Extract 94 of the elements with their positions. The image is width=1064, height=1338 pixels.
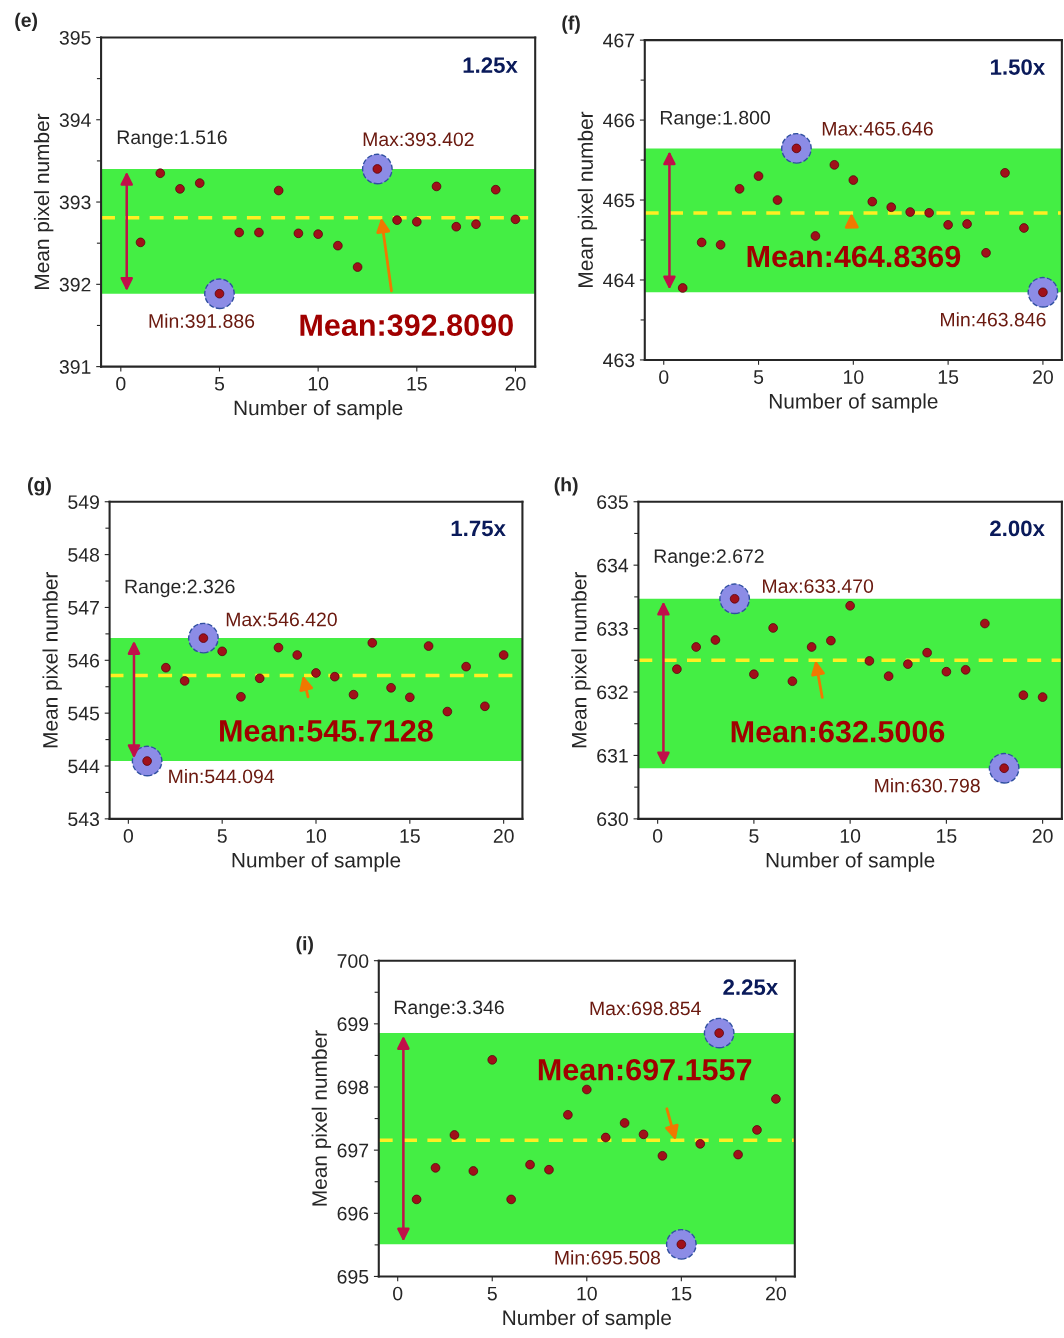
- x-axis-title: Number of sample: [503, 1309, 671, 1330]
- x-tick-label: 10: [577, 1286, 597, 1301]
- x-tick-label: 0: [393, 1286, 403, 1301]
- annotation: Range:3.346: [394, 1000, 504, 1019]
- y-tick-label: 698: [337, 1080, 369, 1095]
- annotation: Max:546.420: [226, 612, 337, 627]
- annotation: Mean:632.5006: [731, 720, 945, 743]
- annotation: Min:391.886: [149, 313, 255, 328]
- annotation: Max:633.470: [763, 579, 874, 593]
- annotation: Min:544.094: [169, 768, 275, 784]
- x-tick-label: 5: [753, 370, 764, 384]
- annotation: 1.50x: [990, 59, 1046, 75]
- y-tick-label: 465: [603, 193, 635, 208]
- y-tick-label: 696: [337, 1206, 369, 1221]
- y-tick-label: 391: [59, 360, 91, 374]
- chart-title: (i): [296, 936, 313, 955]
- y-tick-label: 395: [59, 30, 91, 45]
- annotation: Range:1.516: [117, 130, 227, 149]
- x-tick-label: 5: [749, 829, 759, 843]
- y-tick-label: 545: [68, 706, 100, 721]
- x-axis-title: Number of sample: [766, 852, 935, 872]
- x-tick-label: 5: [487, 1286, 497, 1301]
- y-tick-label: 393: [59, 195, 91, 210]
- annotation: 2.25x: [723, 979, 779, 996]
- y-tick-label: 700: [337, 954, 369, 968]
- x-tick-label: 0: [659, 370, 669, 384]
- y-tick-label: 699: [337, 1017, 369, 1032]
- annotation: Range:1.800: [660, 110, 770, 129]
- y-tick-label: 630: [597, 812, 628, 827]
- x-tick-label: 15: [938, 370, 959, 384]
- annotation: 2.00x: [990, 520, 1045, 537]
- x-axis-title: Number of sample: [769, 393, 938, 413]
- x-tick-label: 15: [672, 1286, 692, 1301]
- y-axis-title: Mean pixel number: [33, 113, 54, 289]
- x-tick-label: 5: [217, 829, 227, 843]
- y-axis-title: Mean pixel number: [42, 572, 62, 748]
- chart-title: (f): [562, 15, 580, 34]
- annotation: 1.25x: [463, 57, 518, 74]
- x-tick-label: 10: [844, 370, 864, 384]
- annotation: Range:2.672: [654, 549, 764, 567]
- x-tick-label: 20: [1032, 829, 1053, 843]
- y-axis-title: Mean pixel number: [311, 1030, 332, 1206]
- x-axis-title: Number of sample: [234, 400, 403, 420]
- chart-title: (g): [27, 477, 51, 496]
- y-tick-label: 631: [597, 748, 628, 763]
- x-tick-label: 20: [493, 829, 514, 843]
- y-tick-label: 547: [68, 601, 99, 615]
- y-tick-label: 466: [603, 113, 635, 128]
- y-tick-label: 697: [337, 1143, 369, 1158]
- annotation: Min:695.508: [555, 1250, 661, 1265]
- y-tick-label: 544: [68, 759, 100, 774]
- y-tick-label: 543: [68, 812, 100, 827]
- y-tick-label: 394: [59, 113, 91, 127]
- annotation: Range:2.326: [125, 579, 235, 598]
- annotation: 1.75x: [451, 520, 506, 537]
- y-tick-label: 635: [597, 495, 628, 509]
- x-tick-label: 10: [308, 376, 329, 391]
- x-tick-label: 15: [937, 829, 957, 843]
- annotation: Mean:545.7128: [220, 720, 433, 742]
- x-axis-title: Number of sample: [232, 852, 401, 872]
- x-tick-label: 0: [653, 829, 663, 843]
- y-tick-label: 467: [603, 33, 635, 48]
- x-tick-label: 0: [123, 829, 133, 843]
- y-tick-label: 632: [597, 685, 628, 700]
- y-tick-label: 463: [603, 353, 635, 368]
- y-tick-label: 549: [68, 495, 99, 509]
- annotation: Min:463.846: [941, 312, 1046, 327]
- chart-title: (e): [15, 12, 38, 31]
- y-axis-title: Mean pixel number: [577, 111, 598, 287]
- annotation: Mean:464.8369: [747, 245, 961, 268]
- y-tick-label: 546: [68, 653, 100, 668]
- x-tick-label: 20: [1033, 370, 1053, 384]
- annotation: Min:630.798: [875, 778, 980, 793]
- annotation: Max:698.854: [590, 1001, 701, 1016]
- annotation: Max:393.402: [363, 132, 474, 147]
- y-tick-label: 464: [603, 273, 635, 288]
- x-tick-label: 5: [214, 377, 225, 391]
- annotation: Mean:697.1557: [538, 1058, 752, 1081]
- x-tick-label: 20: [505, 376, 526, 391]
- x-tick-label: 10: [840, 829, 861, 843]
- annotation: Max:465.646: [822, 121, 933, 136]
- x-tick-label: 15: [407, 377, 427, 391]
- y-axis-title: Mean pixel number: [571, 572, 591, 748]
- x-tick-label: 0: [116, 376, 126, 391]
- y-tick-label: 392: [59, 277, 91, 292]
- y-tick-label: 548: [68, 548, 100, 562]
- annotation: Mean:392.8090: [300, 314, 513, 336]
- y-tick-label: 634: [597, 558, 629, 573]
- y-tick-label: 695: [337, 1269, 369, 1284]
- x-tick-label: 15: [400, 829, 420, 843]
- chart-title: (h): [554, 477, 578, 496]
- y-tick-label: 633: [597, 622, 628, 636]
- x-tick-label: 20: [766, 1286, 786, 1301]
- x-tick-label: 10: [306, 829, 327, 843]
